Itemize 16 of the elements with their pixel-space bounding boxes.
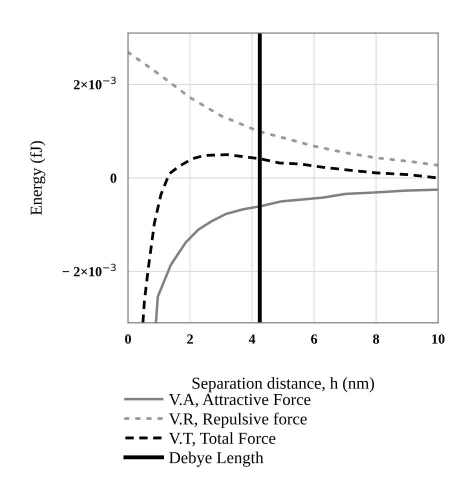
legend-label: V.T, Total Force xyxy=(168,432,276,446)
x-tick-label: 10 xyxy=(432,334,445,344)
legend-label: V.R, Repulsive force xyxy=(168,412,307,428)
x-axis-title: Separation distance, h (nm) xyxy=(192,377,374,392)
y-tick-label: − 2×10$^{−3}$ xyxy=(62,264,116,276)
x-tick-label: 4 xyxy=(248,334,256,344)
x-tick-label: 6 xyxy=(311,334,318,344)
legend-label: Debye Length xyxy=(169,452,264,467)
line-series xyxy=(128,50,438,167)
y-tick-label: 2×10$^{−3}$ xyxy=(74,76,116,90)
x-tick-label: 0 xyxy=(125,334,131,344)
y-axis-title: Energy (fJ) xyxy=(30,141,46,216)
legend-label: V.A, Attractive Force xyxy=(168,394,310,408)
y-tick-label: 0 xyxy=(110,174,116,183)
x-tick-label: 2 xyxy=(187,334,193,344)
x-tick-label: 8 xyxy=(373,334,380,344)
